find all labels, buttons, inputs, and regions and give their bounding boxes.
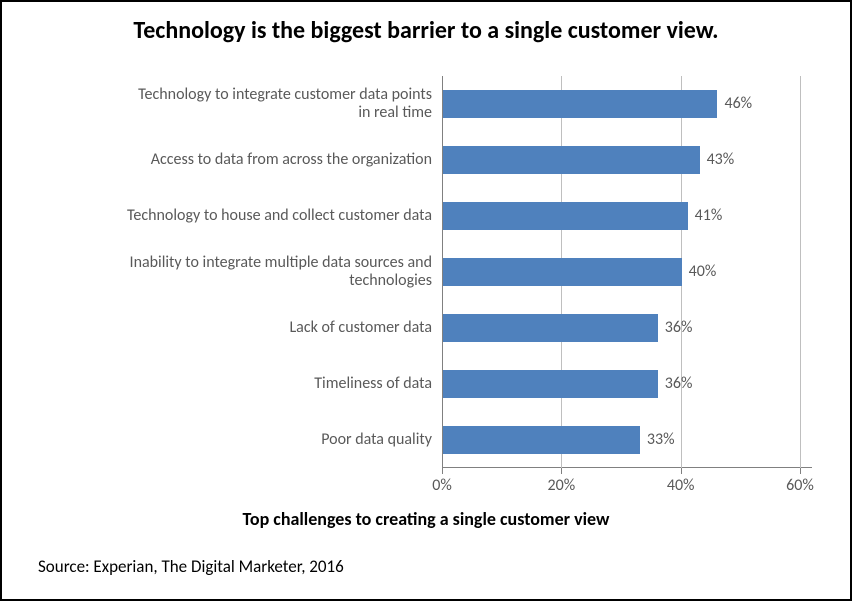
bar — [443, 426, 640, 454]
plot-area: 0%20%40%60%Technology to integrate custo… — [442, 76, 800, 468]
chart-title: Technology is the biggest barrier to a s… — [2, 16, 850, 45]
category-label: Technology to integrate customer data po… — [12, 76, 442, 132]
x-tick — [561, 468, 562, 474]
value-label: 36% — [659, 370, 693, 398]
bar — [443, 146, 700, 174]
x-tick-label: 40% — [661, 476, 701, 495]
value-label: 43% — [701, 146, 735, 174]
source-text: Source: Experian, The Digital Marketer, … — [38, 556, 344, 577]
x-tick — [800, 468, 801, 474]
x-tick — [681, 468, 682, 474]
x-axis — [442, 467, 812, 468]
value-label: 33% — [641, 426, 675, 454]
value-label: 40% — [683, 258, 717, 286]
grid-line — [800, 76, 801, 468]
x-axis-title: Top challenges to creating a single cust… — [2, 508, 850, 530]
category-label: Technology to house and collect customer… — [12, 188, 442, 244]
bar — [443, 370, 658, 398]
bar — [443, 90, 717, 118]
chart-frame: Technology is the biggest barrier to a s… — [0, 0, 852, 601]
category-label: Timeliness of data — [12, 356, 442, 412]
bar — [443, 314, 658, 342]
x-tick-label: 0% — [422, 476, 462, 495]
x-tick-label: 60% — [780, 476, 820, 495]
category-label: Inability to integrate multiple data sou… — [12, 244, 442, 300]
bar — [443, 258, 682, 286]
value-label: 41% — [689, 202, 723, 230]
x-tick-label: 20% — [541, 476, 581, 495]
x-tick — [442, 468, 443, 474]
value-label: 36% — [659, 314, 693, 342]
bar — [443, 202, 688, 230]
category-label: Access to data from across the organizat… — [12, 132, 442, 188]
category-label: Poor data quality — [12, 412, 442, 468]
value-label: 46% — [718, 90, 752, 118]
category-label: Lack of customer data — [12, 300, 442, 356]
